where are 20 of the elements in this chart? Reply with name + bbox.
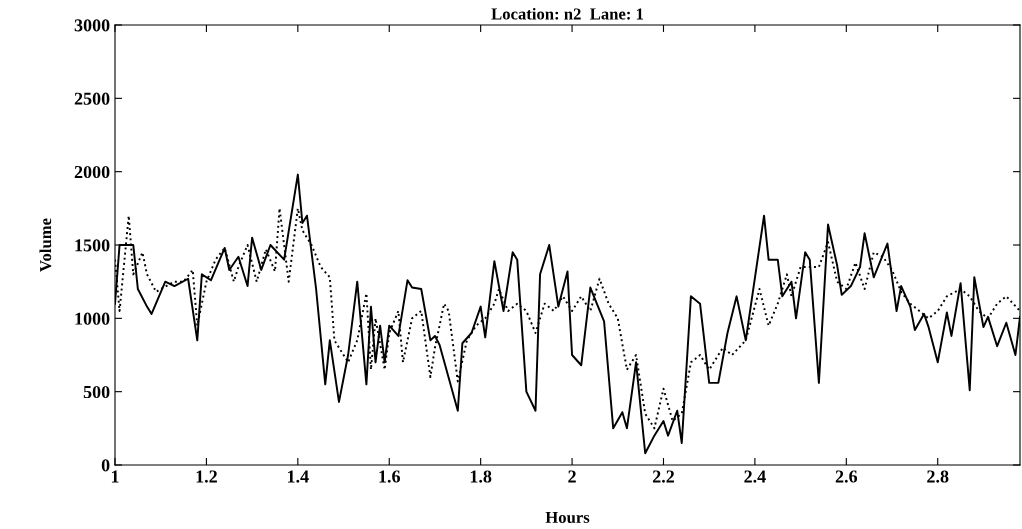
- x-tick-label: 2.8: [927, 470, 949, 483]
- x-tick-label: 1.6: [379, 470, 400, 483]
- x-tick-label: 2: [568, 470, 576, 483]
- y-tick-label: 1000: [75, 312, 110, 325]
- x-tick-label: 2.4: [744, 470, 766, 483]
- y-tick-label: 500: [83, 385, 110, 399]
- x-tick-label: 2.6: [835, 470, 858, 483]
- x-axis-title: Hours: [545, 511, 590, 523]
- y-tick-label: 3000: [74, 19, 110, 32]
- y-axis-title: Volume: [39, 218, 52, 272]
- y-tick-label: 0: [101, 459, 110, 472]
- y-tick-label: 2500: [74, 92, 110, 105]
- x-tick-label: 1: [111, 470, 119, 483]
- x-tick-label: 1.4: [287, 470, 309, 483]
- x-tick-label: 1.8: [470, 470, 492, 483]
- x-tick-label: 1.2: [196, 470, 217, 483]
- x-tick-label: 2.2: [652, 470, 674, 483]
- y-tick-label: 1500: [75, 239, 110, 252]
- chart-title: Location: n2 Lane: 1: [491, 7, 644, 20]
- y-tick-label: 2000: [74, 165, 110, 179]
